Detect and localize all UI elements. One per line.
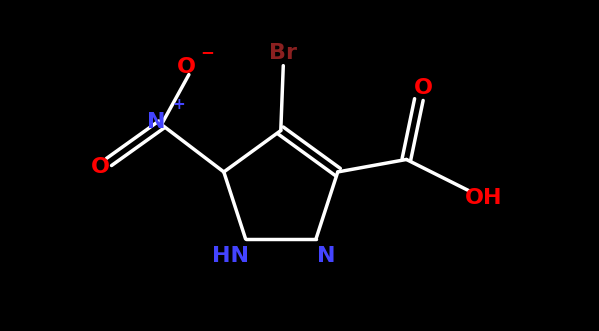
- Text: OH: OH: [465, 188, 503, 208]
- Text: N: N: [147, 112, 166, 132]
- Text: Br: Br: [270, 43, 297, 63]
- Text: N: N: [317, 246, 335, 266]
- Text: O: O: [91, 157, 110, 177]
- Text: +: +: [173, 97, 185, 112]
- Text: O: O: [177, 57, 196, 77]
- Text: −: −: [201, 43, 214, 61]
- Text: O: O: [415, 78, 433, 98]
- Text: HN: HN: [212, 246, 249, 266]
